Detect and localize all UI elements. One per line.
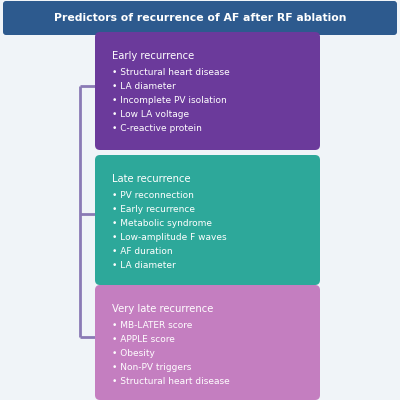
Text: • Structural heart disease: • Structural heart disease <box>112 68 230 77</box>
Text: • PV reconnection: • PV reconnection <box>112 191 194 200</box>
Text: • Metabolic syndrome: • Metabolic syndrome <box>112 219 212 228</box>
Text: • LA diameter: • LA diameter <box>112 261 176 270</box>
Text: • Early recurrence: • Early recurrence <box>112 205 195 214</box>
FancyBboxPatch shape <box>3 1 397 35</box>
FancyBboxPatch shape <box>95 32 320 150</box>
Text: Early recurrence: Early recurrence <box>112 51 194 61</box>
Text: • Non-PV triggers: • Non-PV triggers <box>112 363 191 372</box>
Text: • Low-amplitude F waves: • Low-amplitude F waves <box>112 233 227 242</box>
Text: Late recurrence: Late recurrence <box>112 174 191 184</box>
Text: • LA diameter: • LA diameter <box>112 82 176 91</box>
FancyBboxPatch shape <box>95 155 320 285</box>
Text: • APPLE score: • APPLE score <box>112 335 175 344</box>
Text: • C-reactive protein: • C-reactive protein <box>112 124 202 133</box>
FancyBboxPatch shape <box>95 285 320 400</box>
Text: • Low LA voltage: • Low LA voltage <box>112 110 189 119</box>
Text: • Structural heart disease: • Structural heart disease <box>112 377 230 386</box>
Text: • Obesity: • Obesity <box>112 349 155 358</box>
Text: Very late recurrence: Very late recurrence <box>112 304 213 314</box>
Text: • Incomplete PV isolation: • Incomplete PV isolation <box>112 96 227 105</box>
Text: Predictors of recurrence of AF after RF ablation: Predictors of recurrence of AF after RF … <box>54 13 346 23</box>
Text: • AF duration: • AF duration <box>112 247 173 256</box>
Text: • MB-LATER score: • MB-LATER score <box>112 321 192 330</box>
